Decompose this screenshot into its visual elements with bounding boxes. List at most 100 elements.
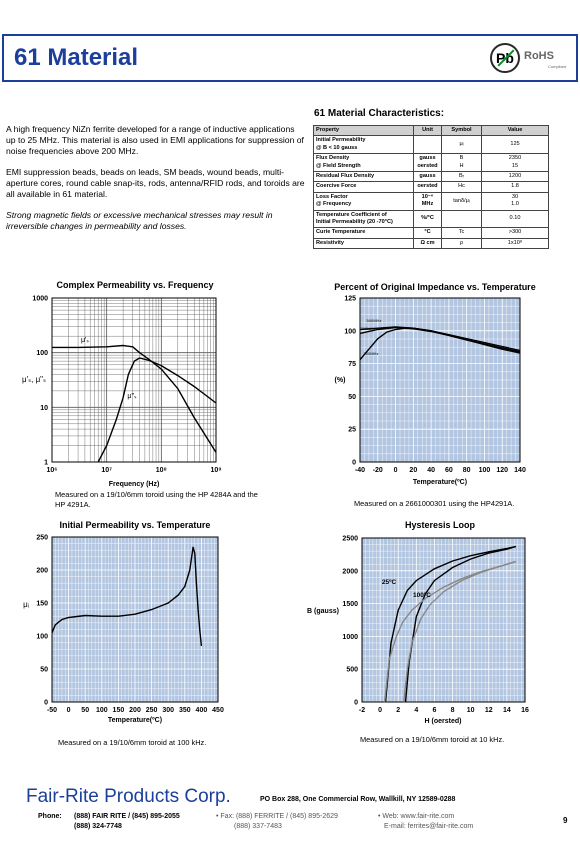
x-tick-label: 0	[394, 467, 398, 474]
y-tick-label: 0	[352, 460, 356, 467]
header-box: 61 Material Pb RoHS Compliant	[2, 34, 578, 82]
y-tick-label: 1500	[342, 601, 358, 608]
chart3-caption: Measured on a 19/10/6mm toroid at 100 kH…	[58, 738, 207, 747]
table-cell-line: Hc	[458, 183, 465, 190]
x-tick-label: -2	[359, 707, 365, 714]
x-tick-label: -50	[47, 707, 57, 714]
table-cell-value: 1.8	[481, 181, 549, 193]
plot-frame	[361, 537, 526, 703]
x-axis-label: Temperature(ºC)	[413, 479, 467, 486]
plot-frame	[51, 297, 217, 463]
rohs-sub: Compliant	[548, 64, 567, 69]
table-cell-line: Loss Factor	[316, 193, 348, 200]
fax-1: • Fax: (888) FERRITE / (845) 895-2629	[216, 813, 338, 820]
web-link[interactable]: • Web: www.fair-rite.com	[378, 813, 455, 820]
y-tick-label: 1000	[32, 296, 48, 303]
series-line	[52, 344, 217, 453]
table-header-cell: Value	[481, 124, 549, 137]
table-cell-line: Residual Flux Density	[316, 173, 375, 180]
table-cell-line: 2350	[508, 155, 522, 162]
table-cell-line: tanδ/μᵢ	[453, 197, 470, 204]
table-cell-line: 1.0	[511, 201, 519, 208]
x-axis-label: Frequency (Hz)	[109, 481, 160, 488]
email-link[interactable]: E-mail: ferrites@fair-rite.com	[384, 823, 474, 830]
y-tick-label: 2500	[342, 536, 358, 543]
x-tick-label: 2	[396, 707, 400, 714]
series-line	[384, 545, 517, 703]
y-tick-label: 250	[36, 535, 48, 542]
y-axis-label: B (gauss)	[307, 608, 339, 615]
table-cell-line: gauss	[419, 155, 436, 162]
phone-label: Phone:	[38, 813, 62, 820]
phone-2: (888) 324-7748	[74, 823, 122, 830]
chart2-caption: Measured on a 2661000301 using the HP429…	[354, 499, 515, 508]
table-cell-line: Temperature Coefficient of	[316, 211, 387, 218]
series-line	[51, 546, 203, 646]
series-label: 25ºC	[382, 579, 397, 586]
x-tick-label: 6	[432, 707, 436, 714]
series-line	[97, 357, 217, 463]
intro-paragraph-3: Strong magnetic fields or excessive mech…	[6, 210, 273, 231]
y-tick-label: 100	[36, 350, 48, 357]
table-cell-value: 30 1.0	[481, 191, 549, 211]
table-cell-line: Coercive Force	[316, 183, 357, 190]
series-line	[359, 327, 521, 361]
phone-1: (888) FAIR RITE / (845) 895-2055	[74, 813, 180, 820]
x-tick-label: 20	[409, 467, 417, 474]
x-tick-label: 8	[451, 707, 455, 714]
x-tick-label: 400	[196, 707, 208, 714]
table-cell-property: Loss Factor @ Frequency	[313, 191, 414, 211]
table-row: Temperature Coefficient of Initial Permea…	[313, 209, 549, 229]
x-tick-label: 80	[463, 467, 471, 474]
x-tick-label: 0	[378, 707, 382, 714]
x-tick-label: 450	[212, 707, 224, 714]
table-header-row: Property Unit Symbol Value	[313, 124, 549, 137]
series-label: 100ºC	[413, 592, 431, 599]
x-tick-label: 14	[503, 707, 511, 714]
x-tick-label: 300	[162, 707, 174, 714]
chart2-title: Percent of Original Impedance vs. Temper…	[334, 282, 536, 292]
plot-frame	[359, 297, 521, 463]
chart3-title: Initial Permeability vs. Temperature	[59, 520, 211, 530]
table-cell-line: 1x10⁸	[507, 239, 523, 246]
y-tick-label: 500	[346, 667, 358, 674]
y-tick-label: 2000	[342, 568, 358, 575]
footer-address: PO Box 288, One Commercial Row, Wallkill…	[260, 796, 456, 803]
table-cell-line: Curie Temperature	[316, 229, 366, 236]
table-cell-line: μᵢ	[459, 141, 464, 148]
table-cell-value: 1x10⁸	[481, 237, 549, 250]
x-axis-label: H (oersted)	[425, 718, 462, 725]
fax-2: (888) 337-7483	[234, 823, 282, 830]
footer-web: • Web: www.fair-rite.com E-mail: ferrite…	[378, 812, 473, 832]
table-cell-line: Initial Permeability (20 -70°C)	[316, 219, 393, 226]
chart1-title: Complex Permeability vs. Frequency	[56, 280, 214, 290]
table-cell-line: oersted	[417, 162, 438, 169]
series-line	[403, 560, 517, 703]
table-cell-line: 1.8	[511, 183, 519, 190]
y-tick-label: 1	[44, 460, 48, 467]
table-cell-line: gauss	[419, 173, 436, 180]
table-cell-line: MHz	[421, 201, 434, 208]
x-tick-label: 120	[496, 467, 508, 474]
y-tick-label: 10	[40, 405, 48, 412]
y-tick-label: 150	[36, 601, 48, 608]
table-row: Initial Permeability @ B < 10 gauss μᵢ 125	[313, 135, 549, 155]
series-label: μ"ₛ	[127, 393, 137, 400]
x-tick-label: 10	[467, 707, 475, 714]
table-cell-line: Bᵣ	[458, 173, 465, 180]
y-tick-label: 100	[36, 634, 48, 641]
y-tick-label: 0	[354, 700, 358, 707]
x-axis-label: Temperature(ºC)	[108, 717, 162, 724]
table-cell-line: @ Frequency	[316, 201, 352, 208]
y-tick-label: 100	[344, 328, 356, 335]
pb-free-icon: Pb	[490, 43, 520, 73]
y-tick-label: 50	[348, 394, 356, 401]
x-tick-label: -20	[373, 467, 383, 474]
table-cell-property: Initial Permeability @ B < 10 gauss	[313, 135, 414, 155]
footer-fax: • Fax: (888) FERRITE / (845) 895-2629 (8…	[216, 812, 338, 832]
chart4-caption: Measured on a 19/10/6mm toroid at 10 kHz…	[360, 735, 505, 744]
table-cell-line: Initial Permeability	[316, 137, 366, 144]
x-tick-label: 10⁶	[46, 467, 57, 474]
x-tick-label: 4	[414, 707, 418, 714]
